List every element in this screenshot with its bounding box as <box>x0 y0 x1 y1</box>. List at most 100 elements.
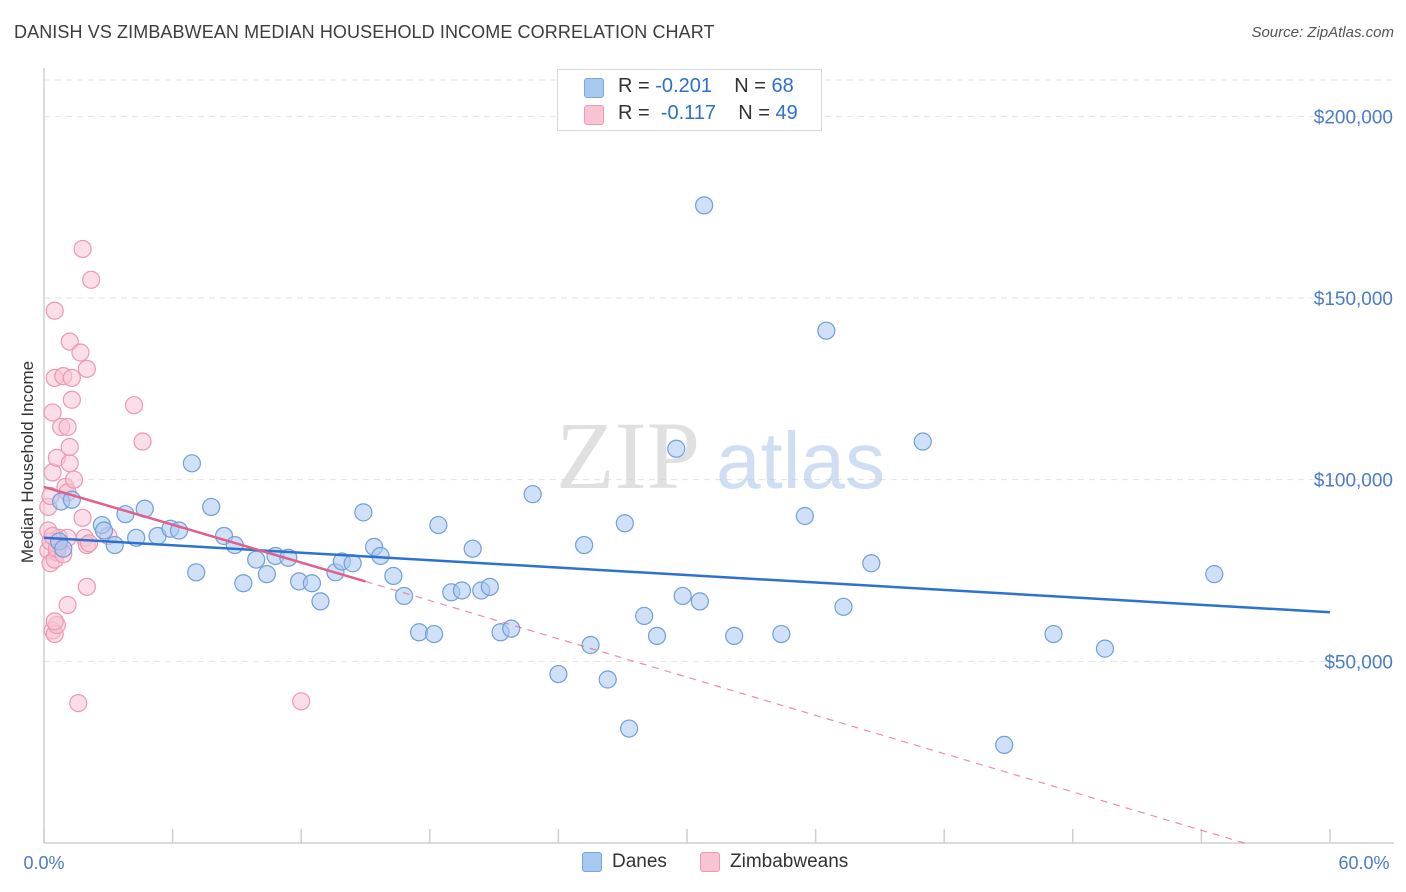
trend-lines <box>43 485 1331 844</box>
zimbabweans-point-25 <box>60 454 79 473</box>
danes-point-34 <box>409 623 429 642</box>
zimbabweans-point-34 <box>73 508 92 527</box>
danes-point-59 <box>795 506 814 526</box>
danes-point-25 <box>311 592 330 611</box>
zimbabweans-point-44 <box>292 692 311 711</box>
zimbabweans-point-29 <box>62 368 81 388</box>
danes-point-1 <box>54 539 73 558</box>
zimbabweans-point-24 <box>58 595 77 615</box>
danes-point-58 <box>772 624 791 644</box>
watermark-atlas: atlas <box>716 416 885 505</box>
danes-point-33 <box>394 586 414 606</box>
zimbabweans-point-42 <box>124 396 144 415</box>
danes-point-67 <box>1205 565 1224 584</box>
bottom-zimbabweans-swatch <box>700 852 720 872</box>
stats-legend: R = -0.201 N = 68 R = -0.117 N = 49 <box>557 69 822 131</box>
danes-point-47 <box>581 635 600 655</box>
y-tick-label-0: $50,000 <box>1324 652 1393 673</box>
zimbabweans-trend-extension <box>365 580 1245 844</box>
danes-point-65 <box>1044 624 1063 644</box>
danes-point-64 <box>995 735 1014 755</box>
x-tick-label-min: 0.0% <box>23 853 64 873</box>
zimbabweans-points <box>39 239 311 713</box>
danes-point-5 <box>94 521 114 540</box>
x-tick-label-max: 60.0% <box>1338 853 1389 873</box>
danes-point-63 <box>913 432 932 451</box>
danes-point-61 <box>834 597 853 616</box>
danes-point-51 <box>635 606 654 626</box>
chart-title: DANISH VS ZIMBABWEAN MEDIAN HOUSEHOLD IN… <box>14 22 715 42</box>
danes-point-52 <box>647 626 667 646</box>
zimbabweans-swatch <box>584 105 604 125</box>
zimbabweans-point-39 <box>79 534 99 553</box>
grid-lines <box>44 79 1394 662</box>
zimbabweans-point-30 <box>64 470 84 489</box>
zimbabweans-point-22 <box>58 417 77 437</box>
danes-point-41 <box>480 577 499 596</box>
danes-point-14 <box>187 563 206 582</box>
danes-point-28 <box>343 554 362 573</box>
y-tick-label-3: $200,000 <box>1314 107 1393 128</box>
bottom-danes-label: Danes <box>612 851 667 872</box>
zimbabweans-point-26 <box>60 437 79 457</box>
zimbabweans-point-36 <box>77 577 96 596</box>
zimbabweans-point-11 <box>45 612 64 631</box>
danes-point-24 <box>302 574 322 593</box>
danes-point-19 <box>247 550 266 569</box>
danes-point-35 <box>429 515 448 535</box>
zimbabweans-point-33 <box>73 239 92 259</box>
danes-point-6 <box>105 535 124 555</box>
danes-point-60 <box>817 321 836 340</box>
zimbabweans-point-28 <box>62 390 81 409</box>
axes <box>43 68 1394 844</box>
danes-point-57 <box>725 626 744 646</box>
danes-point-32 <box>384 566 403 586</box>
zimbabweans-point-43 <box>133 432 152 451</box>
zimbabweans-point-37 <box>77 359 96 378</box>
y-tick-label-1: $100,000 <box>1314 471 1393 492</box>
danes-n-label: N = <box>734 75 772 97</box>
danes-point-48 <box>598 670 617 689</box>
y-axis-label: Median Household Income <box>18 361 37 563</box>
danes-point-43 <box>502 619 521 638</box>
danes-r-value: -0.201 <box>655 75 712 97</box>
y-tick-labels: $50,000 $100,000 $150,000 $200,000 <box>1314 107 1393 673</box>
zimbabweans-point-13 <box>45 301 64 320</box>
zimbabweans-point-31 <box>69 694 88 713</box>
bottom-danes-swatch <box>582 852 602 872</box>
zimbabweans-r-value: -0.117 <box>660 102 717 124</box>
danes-point-49 <box>615 514 634 533</box>
zimbabweans-stats: R = -0.117 N = 49 <box>618 102 798 125</box>
danes-n-value: 68 <box>771 75 794 97</box>
zimbabweans-n-value: 49 <box>775 102 798 124</box>
danes-point-20 <box>257 565 277 584</box>
danes-point-18 <box>234 574 253 593</box>
danes-point-39 <box>463 539 482 558</box>
danes-stats: R = -0.201 N = 68 <box>618 75 794 98</box>
zimbabweans-point-40 <box>82 270 101 289</box>
zimbabweans-point-27 <box>60 332 79 351</box>
danes-point-29 <box>354 503 373 522</box>
danes-point-38 <box>452 581 472 600</box>
danes-swatch <box>584 78 604 98</box>
danes-point-62 <box>862 554 881 573</box>
zimbabweans-point-6 <box>43 403 62 422</box>
bottom-zimbabweans-label: Zimbabweans <box>730 851 849 872</box>
danes-point-55 <box>690 592 709 611</box>
zimbabweans-trend-line <box>43 485 366 583</box>
danes-point-45 <box>549 664 568 684</box>
danes-point-54 <box>673 586 692 606</box>
danes-point-66 <box>1095 639 1115 658</box>
zimbabweans-r-label: R = <box>618 102 656 124</box>
danes-point-13 <box>182 454 201 473</box>
danes-point-56 <box>695 196 714 215</box>
zimbabweans-n-label: N = <box>738 102 776 124</box>
zimbabweans-point-32 <box>71 343 90 362</box>
y-tick-label-2: $150,000 <box>1314 289 1393 310</box>
danes-point-46 <box>575 535 594 555</box>
danes-r-label: R = <box>618 75 656 97</box>
danes-point-44 <box>523 485 542 504</box>
x-tick-labels: 0.0% 60.0% <box>23 853 1389 873</box>
danes-point-15 <box>202 497 221 517</box>
